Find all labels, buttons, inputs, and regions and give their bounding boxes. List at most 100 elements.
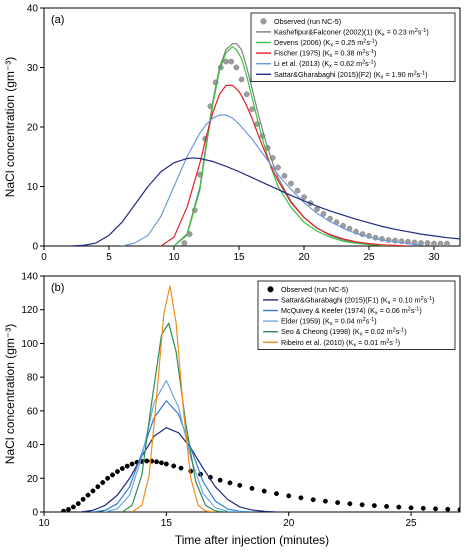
legend-entry: Fischer (1975) (Kx = 0.38 m2s-1)	[274, 49, 376, 60]
x-tick-label: 5	[106, 252, 112, 263]
y-tick-label: 80	[27, 373, 39, 384]
observed-point	[249, 106, 255, 113]
observed-point	[85, 492, 91, 498]
x-tick-label: 30	[428, 252, 440, 263]
x-tick-label: 25	[363, 252, 375, 263]
observed-point	[154, 459, 160, 465]
legend-entry: Sattar&Gharabaghi (2015)(F2) (Kx = 1.90 …	[274, 70, 428, 81]
series-line-5	[131, 285, 216, 512]
legend: Observed (run NC-5)Kashefipur&Falconer (…	[250, 12, 456, 82]
series-line-4	[121, 322, 226, 512]
observed-point	[238, 76, 245, 83]
legend: Observed (run NC-5)Sattar&Gharabaghi (20…	[257, 280, 456, 350]
observed-point	[95, 484, 101, 490]
observed-point	[275, 164, 281, 171]
legend-entry: Ribeiro et al. (2010) (Kx = 0.01 m2s-1)	[281, 338, 400, 349]
observed-point	[322, 498, 328, 504]
legend-box	[257, 280, 456, 350]
observed-point	[181, 240, 188, 246]
series-line-4	[121, 114, 422, 246]
observed-point	[110, 472, 115, 478]
legend-entry-observed: Observed (run NC-5)	[274, 17, 341, 26]
x-tick-label: 15	[161, 518, 173, 529]
y-tick-label: 20	[27, 123, 39, 134]
x-tick-label: 15	[233, 252, 245, 263]
legend-entry: Kashefipur&Falconer (2002)(1) (Kx = 0.23…	[274, 27, 429, 38]
y-tick-label: 60	[27, 406, 39, 417]
x-tick-label: 10	[38, 518, 50, 529]
y-axis-label: NaCl concentration (gm⁻³)	[3, 324, 17, 464]
plot-area	[69, 43, 460, 246]
observed-point	[243, 91, 250, 98]
observed-point	[457, 507, 460, 512]
y-tick-label: 120	[21, 305, 38, 316]
series-line-1	[80, 427, 278, 512]
observed-point	[144, 458, 150, 464]
observed-point	[66, 507, 71, 512]
legend-entry: Sattar&Gharabaghi (2015)(F1) (Kx = 0.10 …	[281, 295, 435, 306]
series-line-5	[69, 157, 460, 246]
x-tick-label: 20	[298, 252, 310, 263]
observed-point	[359, 502, 365, 508]
panel-label: (b)	[51, 282, 64, 294]
observed-point	[80, 496, 86, 502]
observed-point	[310, 497, 316, 503]
observed-point	[228, 58, 235, 65]
observed-point	[70, 504, 76, 510]
x-tick-label: 10	[168, 252, 180, 263]
legend-entry: Seo & Cheong (1998) (Kx = 0.02 m2s-1)	[281, 327, 407, 338]
y-tick-label: 40	[27, 440, 39, 451]
observed-point	[384, 503, 390, 509]
panel-a: 0 5 10 15 20 25 30 0 10 20 30 40 NaCl concentration …	[3, 4, 461, 263]
observed-point	[237, 482, 243, 488]
observed-point	[396, 504, 402, 510]
series-line-2	[92, 400, 253, 512]
plot-area	[61, 285, 460, 512]
observed-point	[288, 180, 294, 187]
observed-series	[61, 458, 460, 512]
x-tick-label: 0	[41, 252, 47, 263]
y-tick-label: 30	[27, 63, 39, 74]
x-tick-label: 20	[283, 518, 295, 529]
x-axis-label: Time after injection (minutes)	[175, 533, 329, 547]
observed-point	[274, 491, 279, 497]
legend-marker-observed	[260, 18, 267, 25]
observed-point	[114, 469, 120, 474]
y-tick-label: 10	[27, 182, 39, 193]
observed-point	[178, 465, 184, 471]
legend-box	[250, 12, 456, 82]
observed-point	[444, 240, 450, 246]
observed-series	[181, 58, 450, 246]
panel-label: (a)	[51, 14, 64, 26]
observed-point	[281, 172, 288, 179]
y-tick-label: 40	[27, 4, 39, 15]
observed-point	[320, 211, 327, 217]
observed-point	[437, 240, 444, 246]
legend-entry: Elder (1959) (Kx = 0.04 m2s-1)	[281, 317, 377, 328]
observed-point	[385, 237, 392, 243]
observed-point	[129, 461, 135, 467]
x-tick-label: 25	[405, 518, 417, 529]
observed-point	[294, 187, 301, 194]
observed-point	[249, 485, 255, 491]
series-line-3	[104, 379, 241, 512]
observed-point	[163, 461, 169, 467]
observed-point	[90, 488, 96, 494]
legend-entry: Devens (2006) (Kx = 0.25 m2s-1)	[274, 38, 377, 49]
observed-point	[431, 240, 437, 246]
y-tick-label: 100	[21, 339, 38, 350]
observed-point	[445, 506, 451, 512]
legend-entry-observed: Observed (run NC-5)	[281, 285, 348, 294]
observed-point	[227, 480, 233, 486]
series-line-2	[173, 46, 396, 246]
legend-entry: McQuivey & Keefer (1974) (Kx = 0.06 m2s-…	[281, 306, 422, 317]
y-axis-label: NaCl concentration (gm⁻³)	[3, 57, 17, 197]
observed-point	[424, 240, 431, 246]
observed-point	[301, 194, 307, 201]
observed-point	[171, 463, 177, 469]
observed-point	[286, 493, 292, 499]
y-tick-label: 0	[32, 242, 38, 253]
y-tick-label: 20	[27, 474, 39, 485]
y-tick-label: 140	[21, 272, 38, 283]
observed-point	[233, 64, 240, 71]
